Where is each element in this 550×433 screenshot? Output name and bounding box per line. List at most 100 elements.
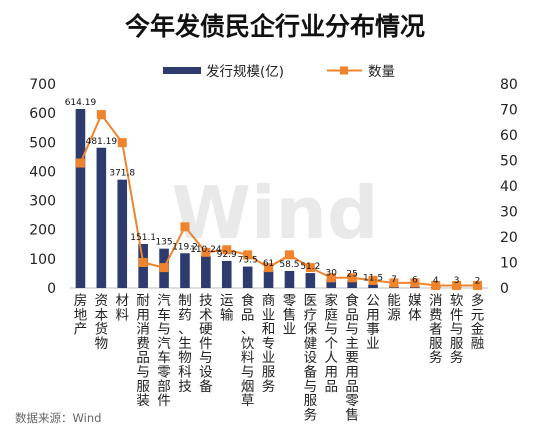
- legend-line-label: 数量: [368, 64, 395, 80]
- line-point: [201, 247, 211, 257]
- bar: [242, 266, 253, 288]
- category-label: 材料: [116, 293, 130, 323]
- bar-data-label: 7: [391, 275, 397, 285]
- category-label: 汽车与汽车零部件: [157, 293, 171, 409]
- legend-line-marker: [340, 66, 348, 75]
- bar-data-label: 25: [346, 270, 357, 280]
- right-tick-label: 0: [500, 281, 509, 297]
- bar: [368, 284, 378, 288]
- left-tick-label: 500: [29, 135, 56, 151]
- bar-data-label: 110.24: [190, 245, 222, 255]
- bar: [75, 109, 86, 289]
- left-tick-label: 200: [29, 223, 56, 239]
- legend: 发行规模(亿) 数量: [163, 64, 395, 80]
- chart-title: 今年发债民企行业分布情况: [125, 12, 425, 41]
- category-label: 耐用消费品与服装: [136, 293, 150, 409]
- line-point: [284, 250, 294, 260]
- category-label: 房地产: [74, 293, 88, 338]
- category-label: 媒体: [408, 293, 422, 323]
- line-point: [222, 245, 232, 255]
- bar-data-label: 30: [326, 268, 338, 278]
- category-label: 食品、饮料与烟草: [241, 292, 255, 409]
- category-label: 多元金融: [471, 292, 485, 352]
- source-note: 数据来源：Wind: [15, 411, 101, 425]
- line-series: [75, 110, 483, 290]
- bar-data-label: 73.5: [238, 256, 258, 266]
- category-label: 消费者服务: [429, 293, 443, 366]
- legend-bar-label: 发行规模(亿): [206, 64, 284, 80]
- bar-data-label: 3: [454, 276, 460, 286]
- left-axis-ticks: 0 100 200 300 400 500 600 700: [29, 77, 56, 297]
- line-point: [243, 250, 253, 260]
- line-point: [159, 263, 169, 273]
- legend-bar-swatch: [163, 67, 201, 74]
- line-point: [410, 278, 420, 288]
- bar-data-label: 135: [155, 238, 172, 248]
- bar-data-label: 6: [412, 275, 418, 285]
- line-point: [305, 263, 315, 273]
- bar: [96, 147, 107, 288]
- bar-data-label: 151.1: [130, 233, 156, 243]
- line-point: [96, 110, 106, 120]
- left-tick-label: 400: [29, 164, 56, 180]
- line-point: [264, 263, 274, 273]
- line-point: [75, 158, 85, 168]
- line-point: [180, 222, 190, 232]
- bar-data-label: 58.5: [279, 260, 299, 270]
- left-tick-label: 0: [47, 281, 56, 297]
- right-tick-label: 20: [500, 230, 518, 246]
- right-tick-label: 40: [500, 179, 518, 195]
- category-label: 公用事业: [366, 293, 380, 352]
- line-point: [431, 280, 441, 290]
- right-axis-ticks: 0 10 20 30 40 50 60 70 80: [500, 77, 518, 297]
- line-point: [368, 275, 378, 285]
- category-label: 制药、生物科技: [178, 293, 192, 395]
- bar-data-label: 4: [433, 276, 439, 286]
- line-point: [452, 280, 462, 290]
- left-tick-label: 300: [29, 194, 56, 210]
- bar-data-label: 371.8: [109, 169, 135, 179]
- right-tick-label: 30: [500, 205, 518, 221]
- line-point: [347, 273, 357, 283]
- right-tick-label: 70: [500, 103, 518, 119]
- line-point: [138, 258, 148, 267]
- category-label: 运输: [220, 293, 234, 323]
- bar: [305, 273, 316, 288]
- category-label: 能源: [387, 293, 401, 323]
- watermark: Wind: [172, 171, 379, 255]
- category-label: 食品与主要用品零售: [345, 292, 359, 423]
- bar-data-label: 2: [475, 276, 481, 286]
- bar-data-label: 11.5: [363, 274, 383, 284]
- right-tick-label: 10: [500, 256, 518, 272]
- bar: [263, 270, 274, 288]
- bar-data-label: 614.19: [65, 98, 97, 108]
- bar-data-label: 61: [263, 259, 274, 269]
- bar: [284, 270, 295, 288]
- category-label: 零售业: [283, 293, 297, 338]
- bar: [180, 253, 190, 288]
- category-label: 医疗保健设备与服务: [304, 293, 318, 423]
- bar-data-label: 481.19: [86, 137, 118, 147]
- category-label: 家庭与个人用品: [325, 292, 339, 395]
- bar-data-label: 51.2: [300, 262, 320, 272]
- line-point: [117, 138, 127, 148]
- category-label: 商业和专业服务: [262, 293, 276, 395]
- left-tick-label: 700: [29, 77, 56, 93]
- category-label: 软件与服务: [450, 293, 464, 366]
- bar: [201, 255, 211, 288]
- left-tick-label: 600: [29, 106, 56, 122]
- right-tick-label: 80: [500, 77, 518, 93]
- right-tick-label: 50: [500, 154, 518, 170]
- category-labels: 房地产资本货物材料耐用消费品与服装汽车与汽车零部件制药、生物科技技术硬件与设备运…: [74, 292, 485, 423]
- bar: [347, 280, 357, 288]
- category-label: 技术硬件与设备: [199, 293, 213, 395]
- bar: [326, 279, 337, 288]
- right-tick-label: 60: [500, 128, 518, 144]
- line-point: [473, 280, 483, 290]
- bar-data-label: 92.9: [217, 250, 237, 260]
- data-labels: 614.19 481.19 371.8 151.1 135 119.2110.2492.9…: [65, 98, 481, 286]
- bar-data-label: 119.2: [172, 242, 198, 252]
- category-label: 资本货物: [95, 293, 109, 352]
- bar: [117, 179, 128, 288]
